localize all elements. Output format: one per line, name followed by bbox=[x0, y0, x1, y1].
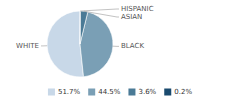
legend-label: 0.2% bbox=[174, 88, 192, 96]
leader-line bbox=[41, 45, 47, 46]
leader-line bbox=[84, 11, 119, 17]
pie-slice bbox=[47, 11, 84, 77]
legend-swatch bbox=[88, 89, 95, 96]
legend: 51.7% 44.5% 3.6% 0.2% bbox=[48, 88, 192, 96]
category-labels: HISPANICASIAN BLACK bbox=[80, 5, 153, 50]
category-label: HISPANIC bbox=[121, 5, 154, 13]
legend-label: 44.5% bbox=[98, 88, 121, 96]
category-label: WHITE bbox=[16, 42, 39, 50]
pie-slice bbox=[80, 11, 88, 44]
legend-item: 3.6% bbox=[128, 88, 156, 96]
leader-line bbox=[113, 46, 119, 47]
legend-swatch bbox=[164, 89, 171, 96]
legend-swatch bbox=[128, 89, 135, 96]
legend-label: 3.6% bbox=[138, 88, 156, 96]
pie-slice bbox=[80, 11, 81, 44]
slices bbox=[47, 11, 113, 77]
chart: WHITE HISPANICASIAN BLACK 51.7% 44.5% 3.6% 0.2… bbox=[0, 0, 240, 100]
legend-item: 44.5% bbox=[88, 88, 121, 96]
category-label: BLACK bbox=[121, 42, 144, 50]
category-labels: WHITE bbox=[16, 42, 47, 50]
category-label: ASIAN bbox=[121, 13, 142, 21]
legend-item: 51.7% bbox=[48, 88, 81, 96]
legend-swatch bbox=[48, 89, 55, 96]
pie-slice bbox=[80, 12, 113, 77]
legend-label: 51.7% bbox=[58, 88, 81, 96]
leader-line bbox=[80, 9, 119, 11]
legend-item: 0.2% bbox=[164, 88, 192, 96]
